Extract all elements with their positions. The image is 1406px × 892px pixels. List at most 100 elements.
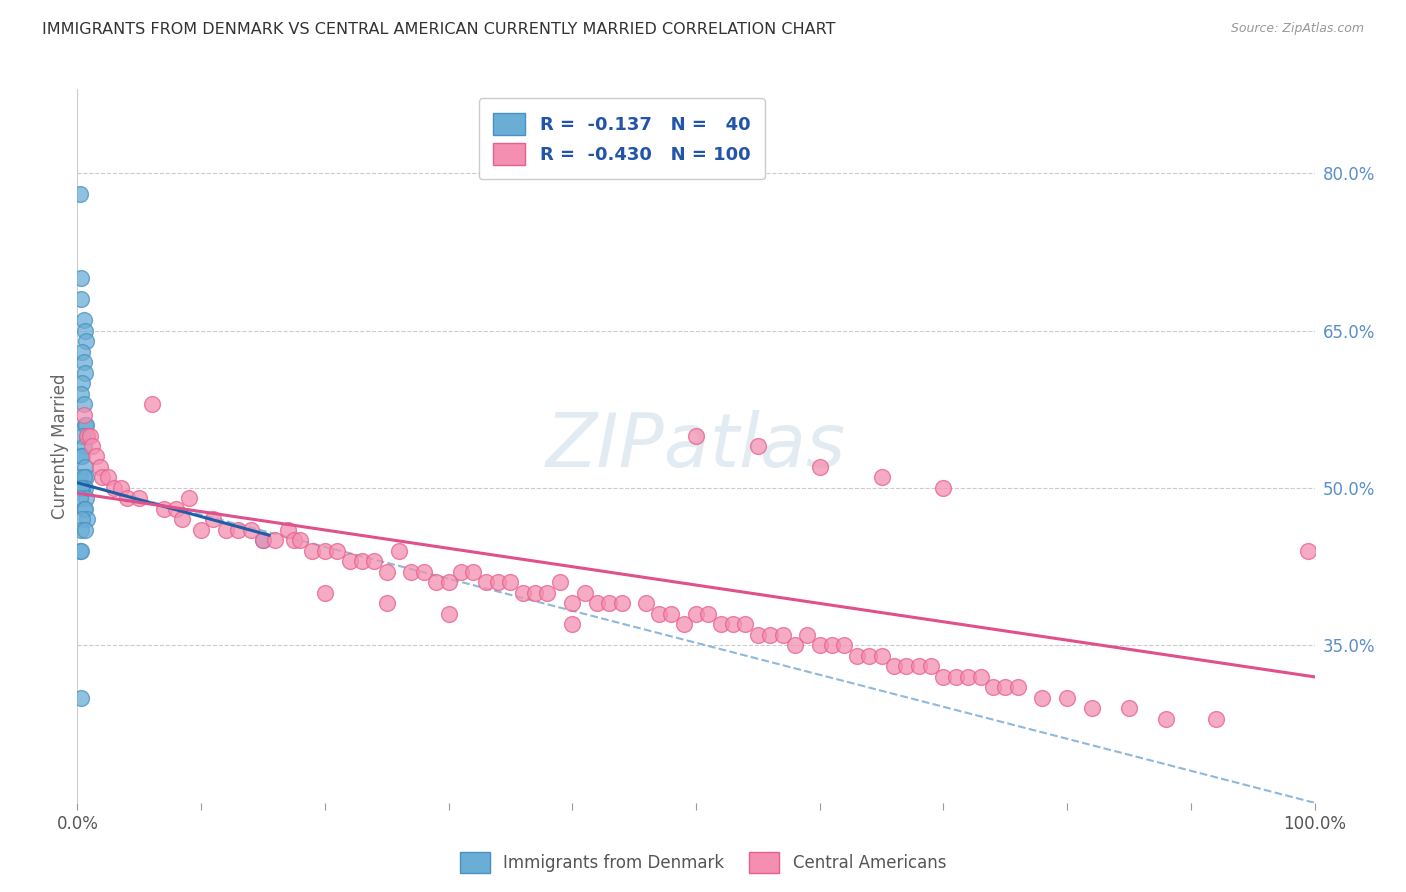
Point <box>524 586 547 600</box>
Point <box>783 639 806 653</box>
Point <box>697 607 720 621</box>
Point <box>165 502 187 516</box>
Point <box>907 659 929 673</box>
Point <box>734 617 756 632</box>
Point <box>69 470 91 484</box>
Point <box>73 324 96 338</box>
Point <box>97 470 120 484</box>
Point <box>710 617 733 632</box>
Point <box>288 533 311 548</box>
Point <box>721 617 744 632</box>
Point <box>72 481 94 495</box>
Point <box>1081 701 1104 715</box>
Point <box>202 512 225 526</box>
Point <box>70 523 93 537</box>
Point <box>115 491 138 506</box>
Point <box>1154 712 1177 726</box>
Point <box>110 481 132 495</box>
Point <box>69 544 91 558</box>
Point <box>1298 544 1320 558</box>
Point <box>70 690 93 705</box>
Point <box>561 596 583 610</box>
Point <box>858 648 880 663</box>
Text: ZIPatlas: ZIPatlas <box>546 410 846 482</box>
Point <box>283 533 305 548</box>
Point <box>226 523 249 537</box>
Text: IMMIGRANTS FROM DENMARK VS CENTRAL AMERICAN CURRENTLY MARRIED CORRELATION CHART: IMMIGRANTS FROM DENMARK VS CENTRAL AMERI… <box>42 22 835 37</box>
Point <box>103 481 125 495</box>
Point <box>561 617 583 632</box>
Point <box>512 586 534 600</box>
Point <box>73 460 96 475</box>
Point <box>76 512 98 526</box>
Point <box>772 628 794 642</box>
Point <box>70 450 93 464</box>
Point <box>945 670 967 684</box>
Legend: R =  -0.137   N =   40, R =  -0.430   N = 100: R = -0.137 N = 40, R = -0.430 N = 100 <box>478 98 765 179</box>
Point <box>82 439 104 453</box>
Point <box>350 554 373 568</box>
Point <box>70 386 93 401</box>
Point <box>72 376 94 390</box>
Legend: Immigrants from Denmark, Central Americans: Immigrants from Denmark, Central America… <box>453 846 953 880</box>
Point <box>499 575 522 590</box>
Point <box>808 460 831 475</box>
Point <box>172 512 194 526</box>
Point <box>70 481 93 495</box>
Point <box>536 586 558 600</box>
Point <box>75 334 97 348</box>
Point <box>72 512 94 526</box>
Point <box>75 470 97 484</box>
Point <box>486 575 509 590</box>
Point <box>412 565 434 579</box>
Point <box>79 428 101 442</box>
Point <box>957 670 980 684</box>
Point <box>76 428 98 442</box>
Point <box>190 523 212 537</box>
Point <box>277 523 299 537</box>
Point <box>548 575 571 590</box>
Point <box>153 502 176 516</box>
Point <box>759 628 782 642</box>
Point <box>659 607 682 621</box>
Point <box>747 628 769 642</box>
Point <box>598 596 620 610</box>
Point <box>326 544 349 558</box>
Point <box>239 523 262 537</box>
Point <box>72 344 94 359</box>
Point <box>1056 690 1078 705</box>
Point <box>73 523 96 537</box>
Point <box>91 470 114 484</box>
Point <box>84 450 107 464</box>
Point <box>72 450 94 464</box>
Point <box>932 481 955 495</box>
Point <box>69 187 91 202</box>
Point <box>796 628 818 642</box>
Point <box>314 544 336 558</box>
Point <box>177 491 200 506</box>
Point <box>1031 690 1053 705</box>
Point <box>73 366 96 380</box>
Point <box>73 502 96 516</box>
Point <box>252 533 274 548</box>
Point <box>747 439 769 453</box>
Point <box>463 565 485 579</box>
Point <box>264 533 287 548</box>
Point <box>75 491 97 506</box>
Point <box>252 533 274 548</box>
Point <box>685 428 707 442</box>
Point <box>72 470 94 484</box>
Point <box>474 575 496 590</box>
Point <box>1007 681 1029 695</box>
Point <box>845 648 868 663</box>
Point <box>72 428 94 442</box>
Point <box>932 670 955 684</box>
Point <box>375 565 398 579</box>
Point <box>672 617 695 632</box>
Point <box>883 659 905 673</box>
Point <box>72 439 94 453</box>
Y-axis label: Currently Married: Currently Married <box>51 373 69 519</box>
Point <box>73 417 96 432</box>
Point <box>425 575 447 590</box>
Point <box>69 491 91 506</box>
